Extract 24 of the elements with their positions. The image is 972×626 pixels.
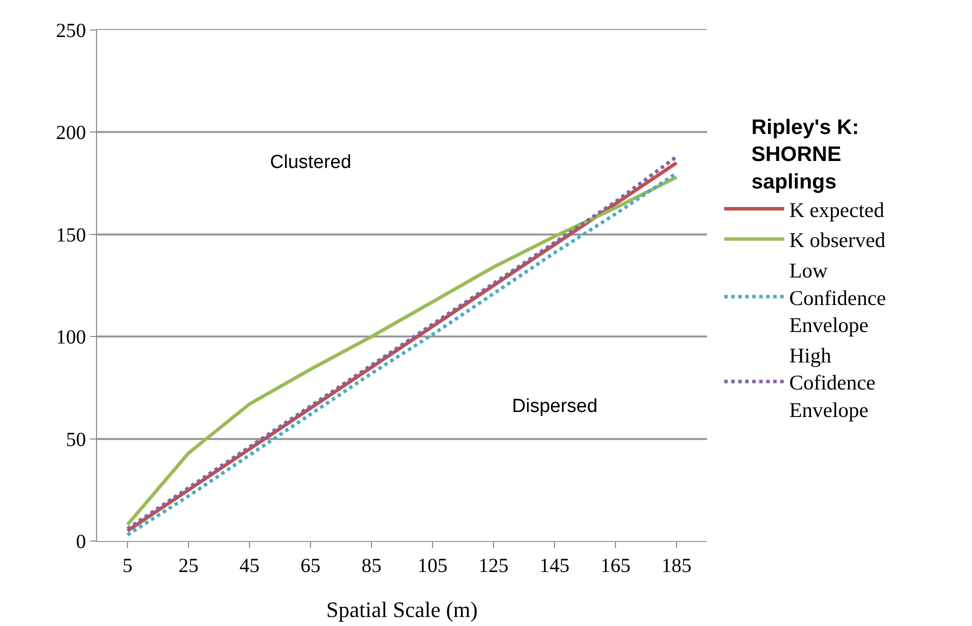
annotation: Dispersed bbox=[512, 396, 598, 417]
x-axis-title: Spatial Scale (m) bbox=[326, 597, 478, 622]
legend-label: K observed bbox=[789, 228, 886, 252]
x-tick-label: 65 bbox=[300, 555, 320, 577]
legend-title: Ripley's K: SHORNE saplings bbox=[751, 116, 860, 194]
y-tick-label: 100 bbox=[56, 326, 86, 349]
y-tick-label: 200 bbox=[56, 122, 86, 144]
x-tick-label: 105 bbox=[418, 555, 448, 577]
legend-label: High Cofidence Envelope bbox=[789, 343, 876, 422]
y-tick-label: 0 bbox=[76, 531, 86, 553]
x-tick-label: 25 bbox=[178, 555, 198, 577]
legend-label: K expected bbox=[789, 198, 885, 222]
y-tick-label: 50 bbox=[66, 428, 86, 451]
legend-label: Low Confidence Envelope bbox=[789, 258, 886, 338]
x-tick-label: 85 bbox=[362, 555, 382, 577]
y-tick-label: 250 bbox=[56, 20, 86, 42]
x-tick-label: 45 bbox=[240, 555, 260, 577]
x-tick-label: 185 bbox=[662, 555, 692, 577]
x-tick-label: 165 bbox=[600, 555, 630, 577]
annotation: Clustered bbox=[270, 152, 352, 173]
x-tick-label: 125 bbox=[478, 555, 508, 577]
x-tick-label: 5 bbox=[122, 555, 132, 577]
x-tick-label: 145 bbox=[540, 555, 570, 577]
y-tick-label: 150 bbox=[56, 224, 86, 246]
